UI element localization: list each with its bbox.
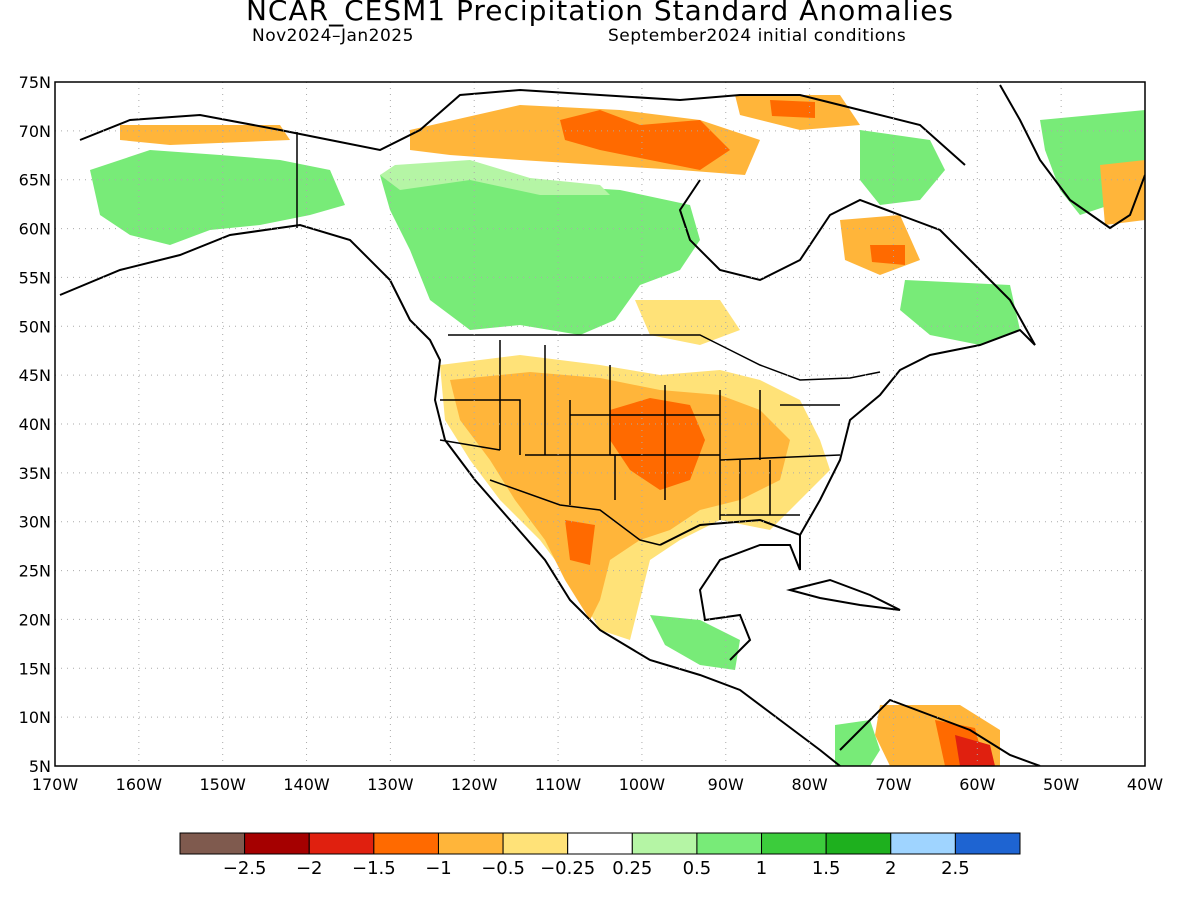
anomaly-region-baffin-very-dry xyxy=(770,100,815,118)
anomaly-region-labrador-very-dry xyxy=(870,245,905,265)
latitude-label: 35N xyxy=(19,464,51,483)
anomaly-region-alaska-dry xyxy=(120,125,290,145)
longitude-label: 150W xyxy=(200,775,247,794)
coastline-cuba xyxy=(786,578,901,611)
latitude-label: 10N xyxy=(19,708,51,727)
colorbar-swatch xyxy=(631,832,698,855)
state-borders-east xyxy=(719,390,841,516)
latitude-label: 75N xyxy=(19,73,51,92)
longitude-label: 160W xyxy=(116,775,163,794)
colorbar xyxy=(179,832,1021,855)
coastline-atlantic xyxy=(678,179,1036,536)
colorbar-swatch xyxy=(502,832,569,855)
longitude-label: 120W xyxy=(451,775,498,794)
forecast-period: Nov2024–Jan2025 xyxy=(252,26,414,46)
colorbar-swatch xyxy=(890,832,956,855)
colorbar-swatch xyxy=(308,832,375,855)
colorbar-label: −2.5 xyxy=(223,858,267,879)
colorbar-label: −1 xyxy=(425,858,452,879)
anomaly-region-canada-green xyxy=(380,168,700,335)
anomaly-region-labrador-green xyxy=(900,280,1020,345)
anomaly-region-guyana-extreme-dry xyxy=(955,735,995,766)
colorbar-label: −0.5 xyxy=(481,858,525,879)
longitude-labels: 170W 160W 150W 140W 130W 120W 110W 100W 90W 80W 70… xyxy=(32,775,1163,794)
anomaly-region-colombia-green xyxy=(835,720,880,766)
anomaly-region-canada-light-green xyxy=(380,160,610,195)
latitude-label: 5N xyxy=(29,757,51,776)
latitude-label: 55N xyxy=(19,268,51,287)
anomaly-fields xyxy=(90,95,1145,766)
latitude-label: 25N xyxy=(19,562,51,581)
border-us-canada xyxy=(448,334,881,381)
colorbar-label: 2 xyxy=(885,858,896,879)
colorbar-swatch xyxy=(825,832,892,855)
anomaly-region-greenland-dry xyxy=(1100,160,1145,225)
coastline-arctic xyxy=(79,88,966,166)
colorbar-swatch xyxy=(244,832,310,855)
colorbar-swatch xyxy=(437,832,504,855)
longitude-label: 60W xyxy=(959,775,995,794)
longitude-label: 100W xyxy=(619,775,666,794)
anomaly-region-us-dry xyxy=(450,372,790,620)
colorbar-label: 1 xyxy=(756,858,767,879)
anomaly-region-alaska-green xyxy=(90,150,345,245)
political-borders xyxy=(296,132,881,546)
colorbar-swatch xyxy=(954,832,1021,855)
colorbar-labels: −2.5 −2 −1.5 −1 −0.5 −0.25 0.25 0.5 1 1.5 2 2.5 xyxy=(223,858,970,879)
anomaly-region-mexico-very-dry xyxy=(565,520,595,565)
latitude-labels: 75N 70N 65N 60N 55N 50N 45N 40N 35N 30N 25N 20N 15N 1… xyxy=(19,73,51,776)
colorbar-label: 1.5 xyxy=(812,858,841,879)
colorbar-label: 2.5 xyxy=(941,858,970,879)
colorbar-swatch xyxy=(373,832,439,855)
longitude-label: 80W xyxy=(792,775,828,794)
state-borders-central xyxy=(570,365,721,520)
coastline-south-america xyxy=(839,698,1041,766)
anomaly-region-central-america-green xyxy=(650,615,740,670)
latitude-label: 30N xyxy=(19,513,51,532)
anomaly-region-nunavut-green xyxy=(860,130,945,205)
longitude-label: 40W xyxy=(1127,775,1163,794)
colorbar-label: −2 xyxy=(296,858,323,879)
longitude-label: 90W xyxy=(708,775,744,794)
latitude-label: 60N xyxy=(19,220,51,239)
colorbar-swatch xyxy=(696,832,763,855)
initial-conditions: September2024 initial conditions xyxy=(608,26,907,46)
state-borders-west xyxy=(439,340,640,505)
longitude-label: 170W xyxy=(32,775,79,794)
colorbar-label: −0.25 xyxy=(540,858,595,879)
latitude-label: 65N xyxy=(19,171,51,190)
coastline-gulf-of-mexico xyxy=(659,518,801,661)
colorbar-label: 0.5 xyxy=(683,858,712,879)
longitude-label: 70W xyxy=(875,775,911,794)
latitude-label: 70N xyxy=(19,122,51,141)
coastlines xyxy=(59,84,1145,766)
colorbar-label: 0.25 xyxy=(612,858,652,879)
latitude-label: 50N xyxy=(19,317,51,336)
border-us-mexico xyxy=(489,479,661,546)
chart-title: NCAR_CESM1 Precipitation Standard Anomal… xyxy=(245,0,955,27)
graticule xyxy=(55,82,1145,766)
longitude-label: 130W xyxy=(367,775,414,794)
colorbar-swatch xyxy=(761,832,827,855)
longitude-label: 110W xyxy=(535,775,582,794)
colorbar-swatch xyxy=(179,832,246,855)
map-frame xyxy=(54,81,1146,767)
anomaly-region-plains-very-dry xyxy=(610,398,705,490)
latitude-label: 20N xyxy=(19,610,51,629)
coastline-greenland xyxy=(999,84,1145,230)
latitude-label: 15N xyxy=(19,659,51,678)
coastline-north-america xyxy=(59,223,841,766)
longitude-label: 50W xyxy=(1043,775,1079,794)
anomaly-region-arctic-very-dry xyxy=(560,110,730,170)
colorbar-swatch xyxy=(567,832,633,855)
longitude-label: 140W xyxy=(283,775,330,794)
anomaly-region-ontario-dry xyxy=(635,300,740,345)
latitude-label: 45N xyxy=(19,366,51,385)
colorbar-label: −1.5 xyxy=(352,858,396,879)
latitude-label: 40N xyxy=(19,415,51,434)
